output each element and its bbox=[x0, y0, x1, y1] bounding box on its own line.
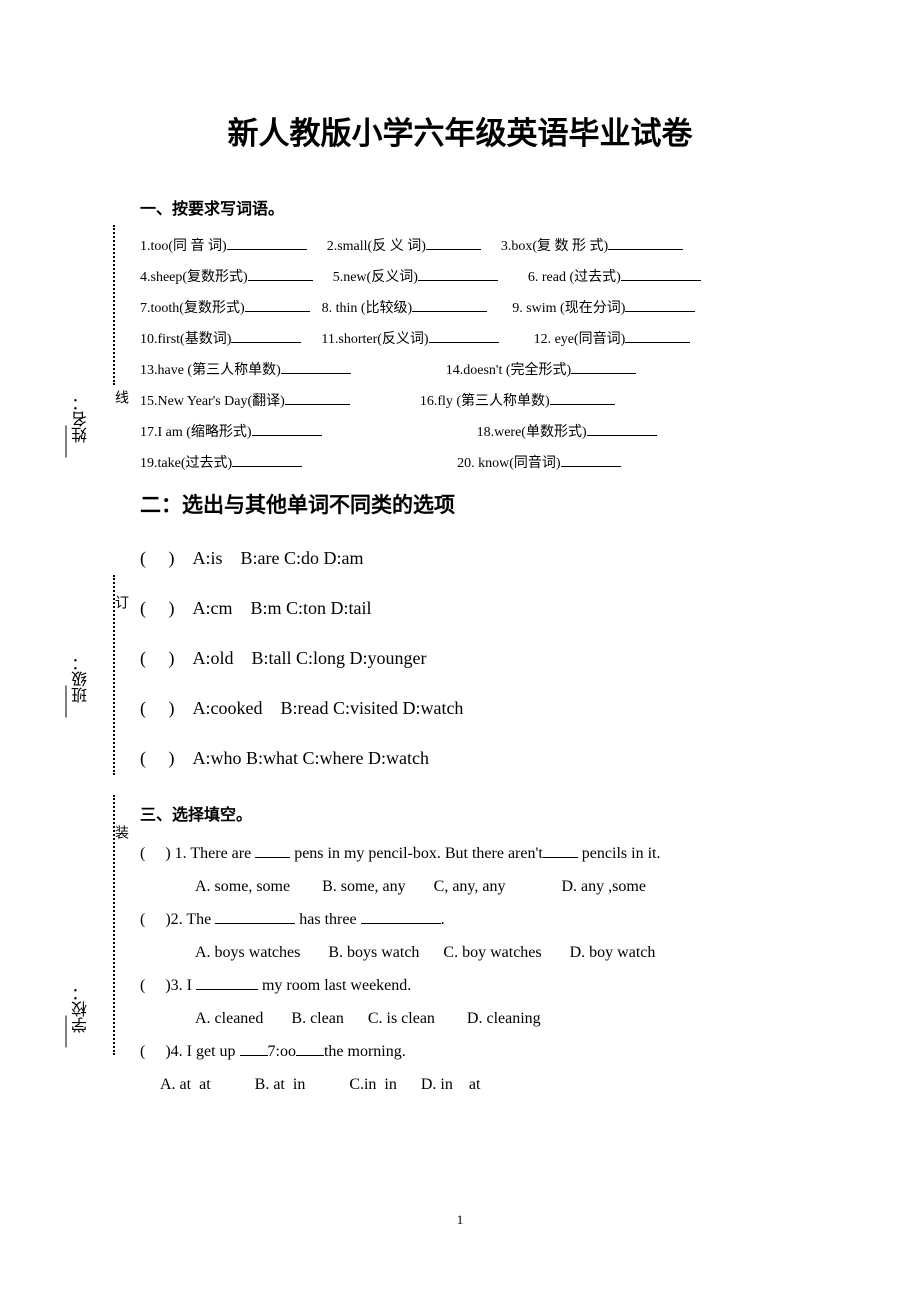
class-blank bbox=[66, 686, 67, 718]
q1-item: 11.shorter(反义词) bbox=[321, 332, 428, 347]
q1-item: 5.new(反义词) bbox=[333, 270, 418, 285]
section2-items: ( ) A:is B:are C:do D:am( ) A:cm B:m C:t… bbox=[140, 533, 860, 783]
q1-item: 13.have (第三人称单数) bbox=[140, 363, 281, 378]
answer-blank bbox=[625, 297, 695, 312]
answer-blank bbox=[412, 297, 487, 312]
answer-blank bbox=[285, 390, 350, 405]
section1-header: 一、按要求写词语。 bbox=[140, 195, 860, 219]
section2-row: ( ) A:cm B:m C:ton D:tail bbox=[140, 583, 860, 633]
binding-margin: 学校： 装 班级： 订 姓名： 线 bbox=[60, 225, 120, 1075]
answer-blank bbox=[418, 266, 498, 281]
q1-item: 15.New Year's Day(翻译) bbox=[140, 394, 285, 409]
q1-item: 17.I am (缩略形式) bbox=[140, 425, 252, 440]
section1-row: 1.too(同 音 词) 2.small(反 义 词) 3.box(复 数 形 式) bbox=[140, 231, 860, 262]
binding-line-3 bbox=[113, 225, 115, 385]
section3-items: ( ) 1. There are pens in my pencil-box. … bbox=[140, 837, 860, 1101]
q1-item: 2.small(反 义 词) bbox=[327, 239, 426, 254]
answer-blank bbox=[550, 390, 615, 405]
q1-item: 19.take(过去式) bbox=[140, 456, 232, 471]
section1-row: 19.take(过去式) 20. know(同音词) bbox=[140, 448, 860, 479]
binding-char-zhuang: 装 bbox=[110, 825, 130, 839]
page-title: 新人教版小学六年级英语毕业试卷 bbox=[0, 108, 920, 153]
section3-options: A. at at B. at in C.in in D. in at bbox=[140, 1068, 860, 1101]
answer-blank bbox=[426, 235, 481, 250]
section1-items: 1.too(同 音 词) 2.small(反 义 词) 3.box(复 数 形 式)… bbox=[140, 231, 860, 479]
section1-row: 15.New Year's Day(翻译) 16.fly (第三人称单数) bbox=[140, 386, 860, 417]
section3-stem: ( )2. The has three . bbox=[140, 903, 860, 936]
section3-options: A. cleaned B. clean C. is clean D. clean… bbox=[140, 1002, 860, 1035]
answer-blank bbox=[196, 975, 258, 990]
q1-item: 3.box(复 数 形 式) bbox=[501, 239, 608, 254]
answer-blank bbox=[232, 452, 302, 467]
section2-row: ( ) A:cooked B:read C:visited D:watch bbox=[140, 683, 860, 733]
answer-blank bbox=[281, 359, 351, 374]
binding-char-xian: 线 bbox=[110, 390, 130, 404]
answer-blank bbox=[571, 359, 636, 374]
section2-row: ( ) A:who B:what C:where D:watch bbox=[140, 733, 860, 783]
section1-row: 10.first(基数词) 11.shorter(反义词) 12. eye(同音词) bbox=[140, 324, 860, 355]
answer-blank bbox=[429, 328, 499, 343]
section3-options: A. some, some B. some, any C, any, any D… bbox=[140, 870, 860, 903]
section2-row: ( ) A:is B:are C:do D:am bbox=[140, 533, 860, 583]
q1-item: 9. swim (现在分词) bbox=[512, 301, 625, 316]
q1-item: 20. know(同音词) bbox=[457, 456, 560, 471]
q1-item: 14.doesn't (完全形式) bbox=[446, 363, 571, 378]
q1-item: 4.sheep(复数形式) bbox=[140, 270, 248, 285]
q1-item: 16.fly (第三人称单数) bbox=[420, 394, 550, 409]
answer-blank bbox=[248, 266, 313, 281]
answer-blank bbox=[227, 235, 307, 250]
answer-blank bbox=[252, 421, 322, 436]
answer-blank bbox=[625, 328, 690, 343]
section1-row: 4.sheep(复数形式) 5.new(反义词) 6. read (过去式) bbox=[140, 262, 860, 293]
school-blank bbox=[66, 1016, 67, 1048]
answer-blank bbox=[255, 843, 290, 858]
section3-header: 三、选择填空。 bbox=[140, 801, 860, 825]
answer-blank bbox=[296, 1041, 324, 1056]
q1-item: 6. read (过去式) bbox=[528, 270, 621, 285]
q1-item: 8. thin (比较级) bbox=[322, 301, 413, 316]
section3-options: A. boys watches B. boys watch C. boy wat… bbox=[140, 936, 860, 969]
answer-blank bbox=[361, 909, 441, 924]
name-label: 姓名： bbox=[70, 395, 94, 443]
section1-row: 7.tooth(复数形式) 8. thin (比较级) 9. swim (现在分词) bbox=[140, 293, 860, 324]
binding-char-ding: 订 bbox=[110, 595, 130, 609]
section1-row: 13.have (第三人称单数) 14.doesn't (完全形式) bbox=[140, 355, 860, 386]
answer-blank bbox=[543, 843, 578, 858]
answer-blank bbox=[608, 235, 683, 250]
q1-item: 18.were(单数形式) bbox=[477, 425, 587, 440]
answer-blank bbox=[587, 421, 657, 436]
school-label: 学校： bbox=[70, 985, 94, 1033]
section2-header: 二：选出与其他单词不同类的选项 bbox=[140, 489, 860, 519]
section3-stem: ( ) 1. There are pens in my pencil-box. … bbox=[140, 837, 860, 870]
answer-blank bbox=[561, 452, 621, 467]
q1-item: 7.tooth(复数形式) bbox=[140, 301, 245, 316]
section2-row: ( ) A:old B:tall C:long D:younger bbox=[140, 633, 860, 683]
class-label: 班级： bbox=[70, 655, 94, 703]
name-blank bbox=[66, 426, 67, 458]
q1-item: 10.first(基数词) bbox=[140, 332, 231, 347]
q1-item: 1.too(同 音 词) bbox=[140, 239, 227, 254]
answer-blank bbox=[240, 1041, 268, 1056]
content-area: 一、按要求写词语。 1.too(同 音 词) 2.small(反 义 词) 3.bo… bbox=[140, 195, 860, 1101]
answer-blank bbox=[245, 297, 310, 312]
section1-row: 17.I am (缩略形式) 18.were(单数形式) bbox=[140, 417, 860, 448]
page-number: 1 bbox=[0, 1212, 920, 1228]
answer-blank bbox=[215, 909, 295, 924]
answer-blank bbox=[621, 266, 701, 281]
q1-item: 12. eye(同音词) bbox=[534, 332, 626, 347]
section3-stem: ( )4. I get up 7:oothe morning. bbox=[140, 1035, 860, 1068]
section3-stem: ( )3. I my room last weekend. bbox=[140, 969, 860, 1002]
answer-blank bbox=[231, 328, 301, 343]
